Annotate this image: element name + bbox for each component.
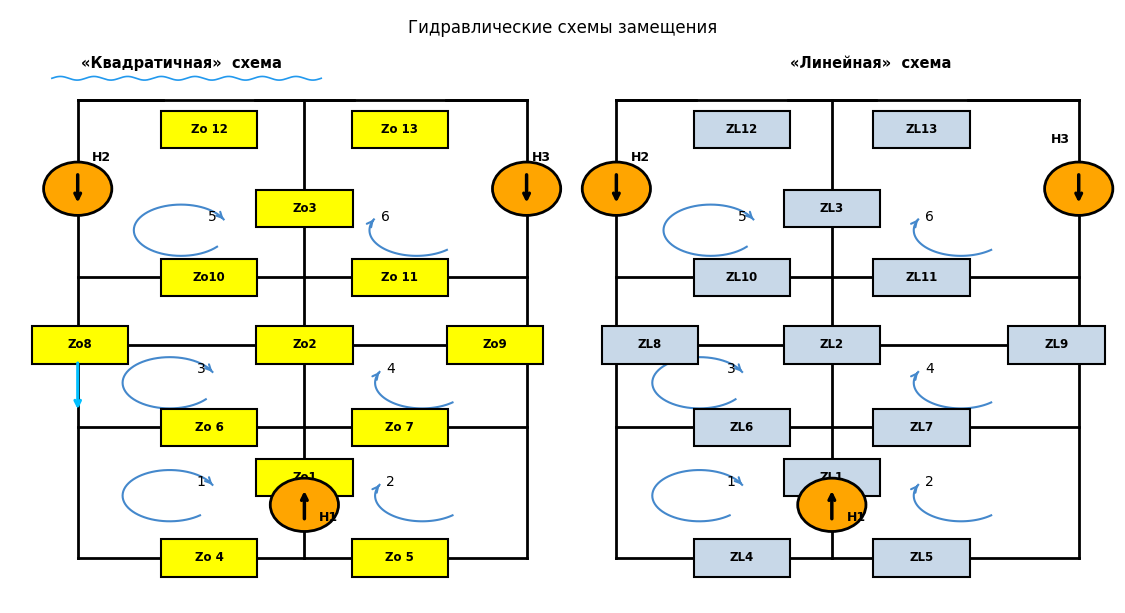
Text: Zo 7: Zo 7: [386, 421, 414, 434]
FancyBboxPatch shape: [256, 326, 352, 364]
Text: Zo 5: Zo 5: [386, 552, 414, 565]
Text: Zo 13: Zo 13: [381, 123, 418, 136]
Text: 4: 4: [925, 362, 934, 376]
FancyBboxPatch shape: [256, 459, 352, 496]
FancyBboxPatch shape: [1008, 326, 1105, 364]
Text: ZL13: ZL13: [906, 123, 938, 136]
FancyBboxPatch shape: [694, 539, 790, 576]
FancyBboxPatch shape: [873, 409, 970, 446]
FancyBboxPatch shape: [351, 409, 448, 446]
FancyBboxPatch shape: [784, 190, 880, 227]
Text: «Линейная»  схема: «Линейная» схема: [791, 56, 952, 71]
Text: ZL6: ZL6: [730, 421, 754, 434]
Text: 1: 1: [197, 475, 206, 489]
FancyBboxPatch shape: [32, 326, 128, 364]
Text: Zo10: Zo10: [192, 271, 225, 284]
Text: 6: 6: [380, 210, 389, 224]
Text: 5: 5: [208, 210, 217, 224]
Text: Zo8: Zo8: [68, 338, 92, 351]
FancyBboxPatch shape: [351, 539, 448, 576]
Text: Zo1: Zo1: [292, 471, 317, 484]
Text: Zo 4: Zo 4: [195, 552, 224, 565]
Text: H3: H3: [1051, 133, 1070, 146]
Text: 4: 4: [386, 362, 395, 376]
FancyBboxPatch shape: [351, 111, 448, 148]
Text: ZL5: ZL5: [909, 552, 934, 565]
Text: Zo 11: Zo 11: [381, 271, 418, 284]
Text: ZL11: ZL11: [906, 271, 938, 284]
Text: 3: 3: [727, 362, 736, 376]
Text: Zo9: Zo9: [483, 338, 507, 351]
Text: «Квадратичная»  схема: «Квадратичная» схема: [81, 56, 281, 71]
Text: H2: H2: [92, 151, 111, 164]
Text: ZL1: ZL1: [820, 471, 844, 484]
Text: 3: 3: [197, 362, 206, 376]
Text: Гидравлические схемы замещения: Гидравлические схемы замещения: [408, 18, 717, 37]
Text: Zo 6: Zo 6: [195, 421, 224, 434]
FancyBboxPatch shape: [694, 409, 790, 446]
Text: ZL8: ZL8: [638, 338, 663, 351]
Text: 2: 2: [925, 475, 934, 489]
Text: ZL9: ZL9: [1044, 338, 1069, 351]
Text: ZL3: ZL3: [820, 202, 844, 215]
FancyBboxPatch shape: [784, 326, 880, 364]
Ellipse shape: [798, 478, 866, 531]
Text: Zo3: Zo3: [292, 202, 317, 215]
Ellipse shape: [44, 162, 111, 215]
FancyBboxPatch shape: [873, 539, 970, 576]
Text: H3: H3: [532, 151, 551, 164]
FancyBboxPatch shape: [602, 326, 699, 364]
Text: H1: H1: [319, 511, 339, 524]
Text: 2: 2: [386, 475, 395, 489]
FancyBboxPatch shape: [161, 111, 258, 148]
FancyBboxPatch shape: [694, 111, 790, 148]
Text: Zo2: Zo2: [292, 338, 317, 351]
Ellipse shape: [270, 478, 339, 531]
FancyBboxPatch shape: [784, 459, 880, 496]
Text: ZL10: ZL10: [726, 271, 758, 284]
FancyBboxPatch shape: [447, 326, 543, 364]
FancyBboxPatch shape: [351, 259, 448, 296]
Text: 1: 1: [727, 475, 736, 489]
FancyBboxPatch shape: [161, 259, 258, 296]
Text: 5: 5: [738, 210, 746, 224]
FancyBboxPatch shape: [161, 409, 258, 446]
FancyBboxPatch shape: [873, 259, 970, 296]
Text: ZL12: ZL12: [726, 123, 758, 136]
Text: ZL7: ZL7: [909, 421, 934, 434]
Text: 6: 6: [925, 210, 934, 224]
FancyBboxPatch shape: [161, 539, 258, 576]
Ellipse shape: [583, 162, 650, 215]
Text: H1: H1: [846, 511, 865, 524]
Text: H2: H2: [631, 151, 650, 164]
Text: ZL4: ZL4: [730, 552, 754, 565]
Ellipse shape: [493, 162, 560, 215]
FancyBboxPatch shape: [694, 259, 790, 296]
Text: Zo 12: Zo 12: [190, 123, 227, 136]
Text: ZL2: ZL2: [820, 338, 844, 351]
FancyBboxPatch shape: [256, 190, 352, 227]
FancyBboxPatch shape: [873, 111, 970, 148]
Ellipse shape: [1045, 162, 1113, 215]
